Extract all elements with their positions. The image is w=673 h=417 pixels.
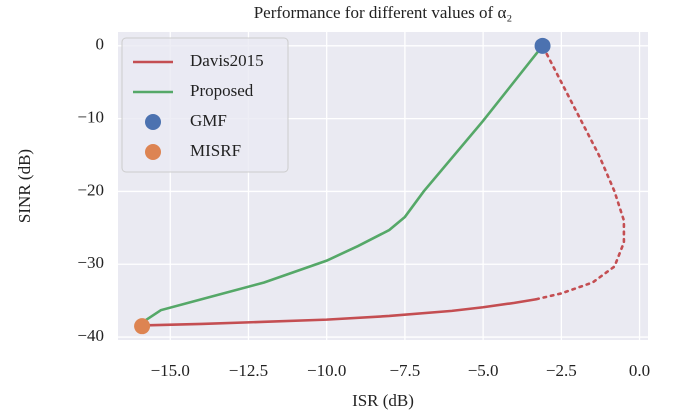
y-tick-label: −20 [77, 180, 104, 199]
x-tick-label: −5.0 [468, 361, 499, 380]
scatter-point [134, 318, 151, 335]
line [141, 45, 544, 324]
y-axis-label: SINR (dB) [15, 149, 34, 223]
legend-label: MISRF [190, 141, 241, 160]
line [142, 297, 537, 327]
x-tick-label: −15.0 [151, 361, 190, 380]
x-tick-label: −10.0 [307, 361, 346, 380]
chart-title: Performance for different values of α₂ [254, 3, 513, 22]
legend-marker [145, 114, 161, 130]
scatter-point [534, 37, 551, 54]
y-tick-label: 0 [96, 35, 105, 54]
legend-label: Davis2015 [190, 51, 264, 70]
legend-label: GMF [190, 111, 227, 130]
x-axis-label: ISR (dB) [352, 391, 414, 410]
y-tick-label: −10 [77, 108, 104, 127]
y-tick-label: −40 [77, 326, 104, 345]
legend-label: Proposed [190, 81, 254, 100]
legend-box [121, 37, 289, 173]
legend-marker [145, 144, 161, 160]
x-tick-label: −7.5 [389, 361, 420, 380]
x-tick-label: −12.5 [229, 361, 268, 380]
dotted-line [535, 44, 626, 301]
x-tick-label: −2.5 [546, 361, 577, 380]
y-tick-label: −30 [77, 253, 104, 272]
x-tick-label: 0.0 [629, 361, 650, 380]
